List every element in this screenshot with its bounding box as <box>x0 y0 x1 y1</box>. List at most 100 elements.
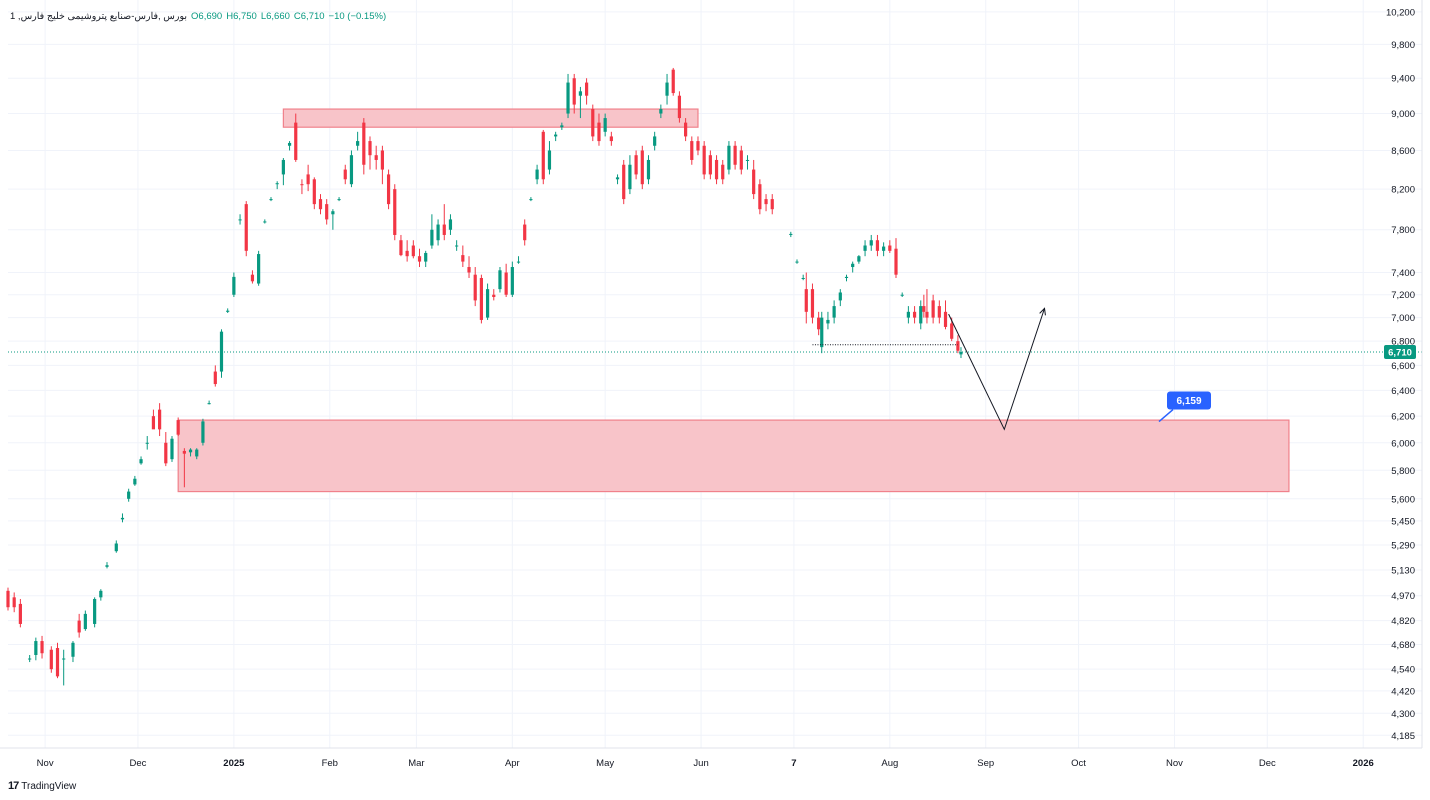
candle-down <box>875 234 880 257</box>
candle-down <box>888 240 892 253</box>
price-tick-label: 9,000 <box>1391 109 1415 120</box>
time-axis[interactable]: Nov Dec 2025 Feb Mar Apr May Jun 7 Aug Sep Oct Nov De… <box>0 747 1422 769</box>
candle-body <box>721 164 725 180</box>
callout-label[interactable]: 6,159 <box>1176 396 1201 407</box>
tradingview-logo[interactable]: 17 TradingView <box>8 780 76 792</box>
candle-body <box>362 122 366 165</box>
candle-down <box>912 306 917 324</box>
candle-body <box>405 250 409 257</box>
candles <box>6 67 963 686</box>
candle-body <box>900 294 904 296</box>
callout-pointer[interactable] <box>1158 408 1174 423</box>
price-tick-label: 5,450 <box>1391 516 1415 527</box>
price-tick-label: 8,600 <box>1391 146 1415 157</box>
candle-body <box>956 341 960 351</box>
candle-body <box>485 289 490 318</box>
candle-up <box>547 141 552 175</box>
candle-down <box>461 245 465 268</box>
candle-body <box>250 274 255 282</box>
candle-up <box>653 131 657 151</box>
candle-up <box>71 641 75 663</box>
candle-body <box>634 155 638 175</box>
candle-up <box>170 436 174 462</box>
candle-body <box>120 517 125 520</box>
candle-up <box>603 113 607 137</box>
candle-down <box>164 432 168 467</box>
candle-body <box>888 245 892 251</box>
candle-up <box>257 250 261 286</box>
candle-body <box>529 199 533 201</box>
candle-body <box>455 245 459 247</box>
candle-down <box>399 234 403 257</box>
candle-body <box>752 169 756 195</box>
candle-up <box>28 654 32 663</box>
price-tick-label: 5,600 <box>1391 494 1415 505</box>
candle-body <box>325 204 329 220</box>
candle-down <box>894 238 898 278</box>
candle-body <box>114 543 118 552</box>
candle-body <box>287 142 292 146</box>
candle-up <box>498 267 502 293</box>
price-tick-label: 8,200 <box>1391 185 1415 196</box>
candle-down <box>634 150 638 180</box>
candle-up <box>566 73 570 119</box>
drawings[interactable]: 6,159 <box>812 307 1212 431</box>
candle-body <box>857 256 861 262</box>
candle-body <box>368 141 372 156</box>
candle-body <box>516 261 521 263</box>
candle-body <box>201 421 205 443</box>
candle-body <box>869 240 873 246</box>
candle-up <box>219 329 224 378</box>
candle-body <box>226 310 230 312</box>
candle-body <box>207 403 211 405</box>
price-axis[interactable]: 4,185 4,300 4,420 4,540 4,680 4,820 4,970 5,130… <box>1384 0 1423 748</box>
price-tick-label: 6,800 <box>1391 337 1415 348</box>
candle-up <box>195 448 199 460</box>
candle-down <box>6 587 10 611</box>
price-tick-label: 7,000 <box>1391 313 1415 324</box>
candle-body <box>817 317 821 330</box>
candle-body <box>764 199 768 205</box>
candle-body <box>925 311 929 318</box>
candle-body <box>622 164 626 200</box>
candle-body <box>343 169 347 180</box>
candle-down <box>492 289 496 301</box>
candle-down <box>343 164 347 185</box>
candle-up <box>615 174 620 185</box>
candle-down <box>758 179 762 215</box>
candle-body <box>188 449 193 453</box>
candle-down <box>479 274 483 324</box>
candle-up <box>820 311 824 354</box>
candle-body <box>770 199 774 210</box>
candle-down <box>380 145 384 185</box>
candle-up <box>226 308 230 313</box>
candle-body <box>164 442 168 464</box>
candle-body <box>578 91 583 96</box>
candle-up <box>139 456 143 465</box>
projection-path[interactable] <box>948 308 1045 431</box>
candle-down <box>318 194 323 215</box>
candle-down <box>374 145 378 170</box>
candle-body <box>263 221 267 223</box>
time-tick-label: Apr <box>505 758 520 769</box>
symbol-name[interactable]: 1 ,بورس ,فارس-صنایع پتروشیمی خلیج فارس <box>10 11 188 22</box>
time-tick-label: Aug <box>881 758 898 769</box>
price-tick-label: 4,185 <box>1391 731 1415 742</box>
candle-body <box>863 245 867 251</box>
supply-demand-zone[interactable] <box>282 108 699 128</box>
candle-down <box>158 403 162 437</box>
candle-up <box>516 256 521 264</box>
candle-body <box>318 199 323 210</box>
supply-demand-zone[interactable] <box>177 419 1290 493</box>
candle-body <box>541 131 545 180</box>
candle-down <box>312 177 316 210</box>
candle-up <box>919 300 923 330</box>
projection-arrowhead[interactable] <box>1039 307 1046 316</box>
last-price-badge[interactable] <box>1384 344 1416 359</box>
price-tick-label: 5,130 <box>1391 565 1415 576</box>
time-tick-label: 2026 <box>1353 758 1374 769</box>
candle-up <box>628 155 632 195</box>
callout-box[interactable] <box>1167 391 1212 410</box>
candle-body <box>300 184 304 186</box>
